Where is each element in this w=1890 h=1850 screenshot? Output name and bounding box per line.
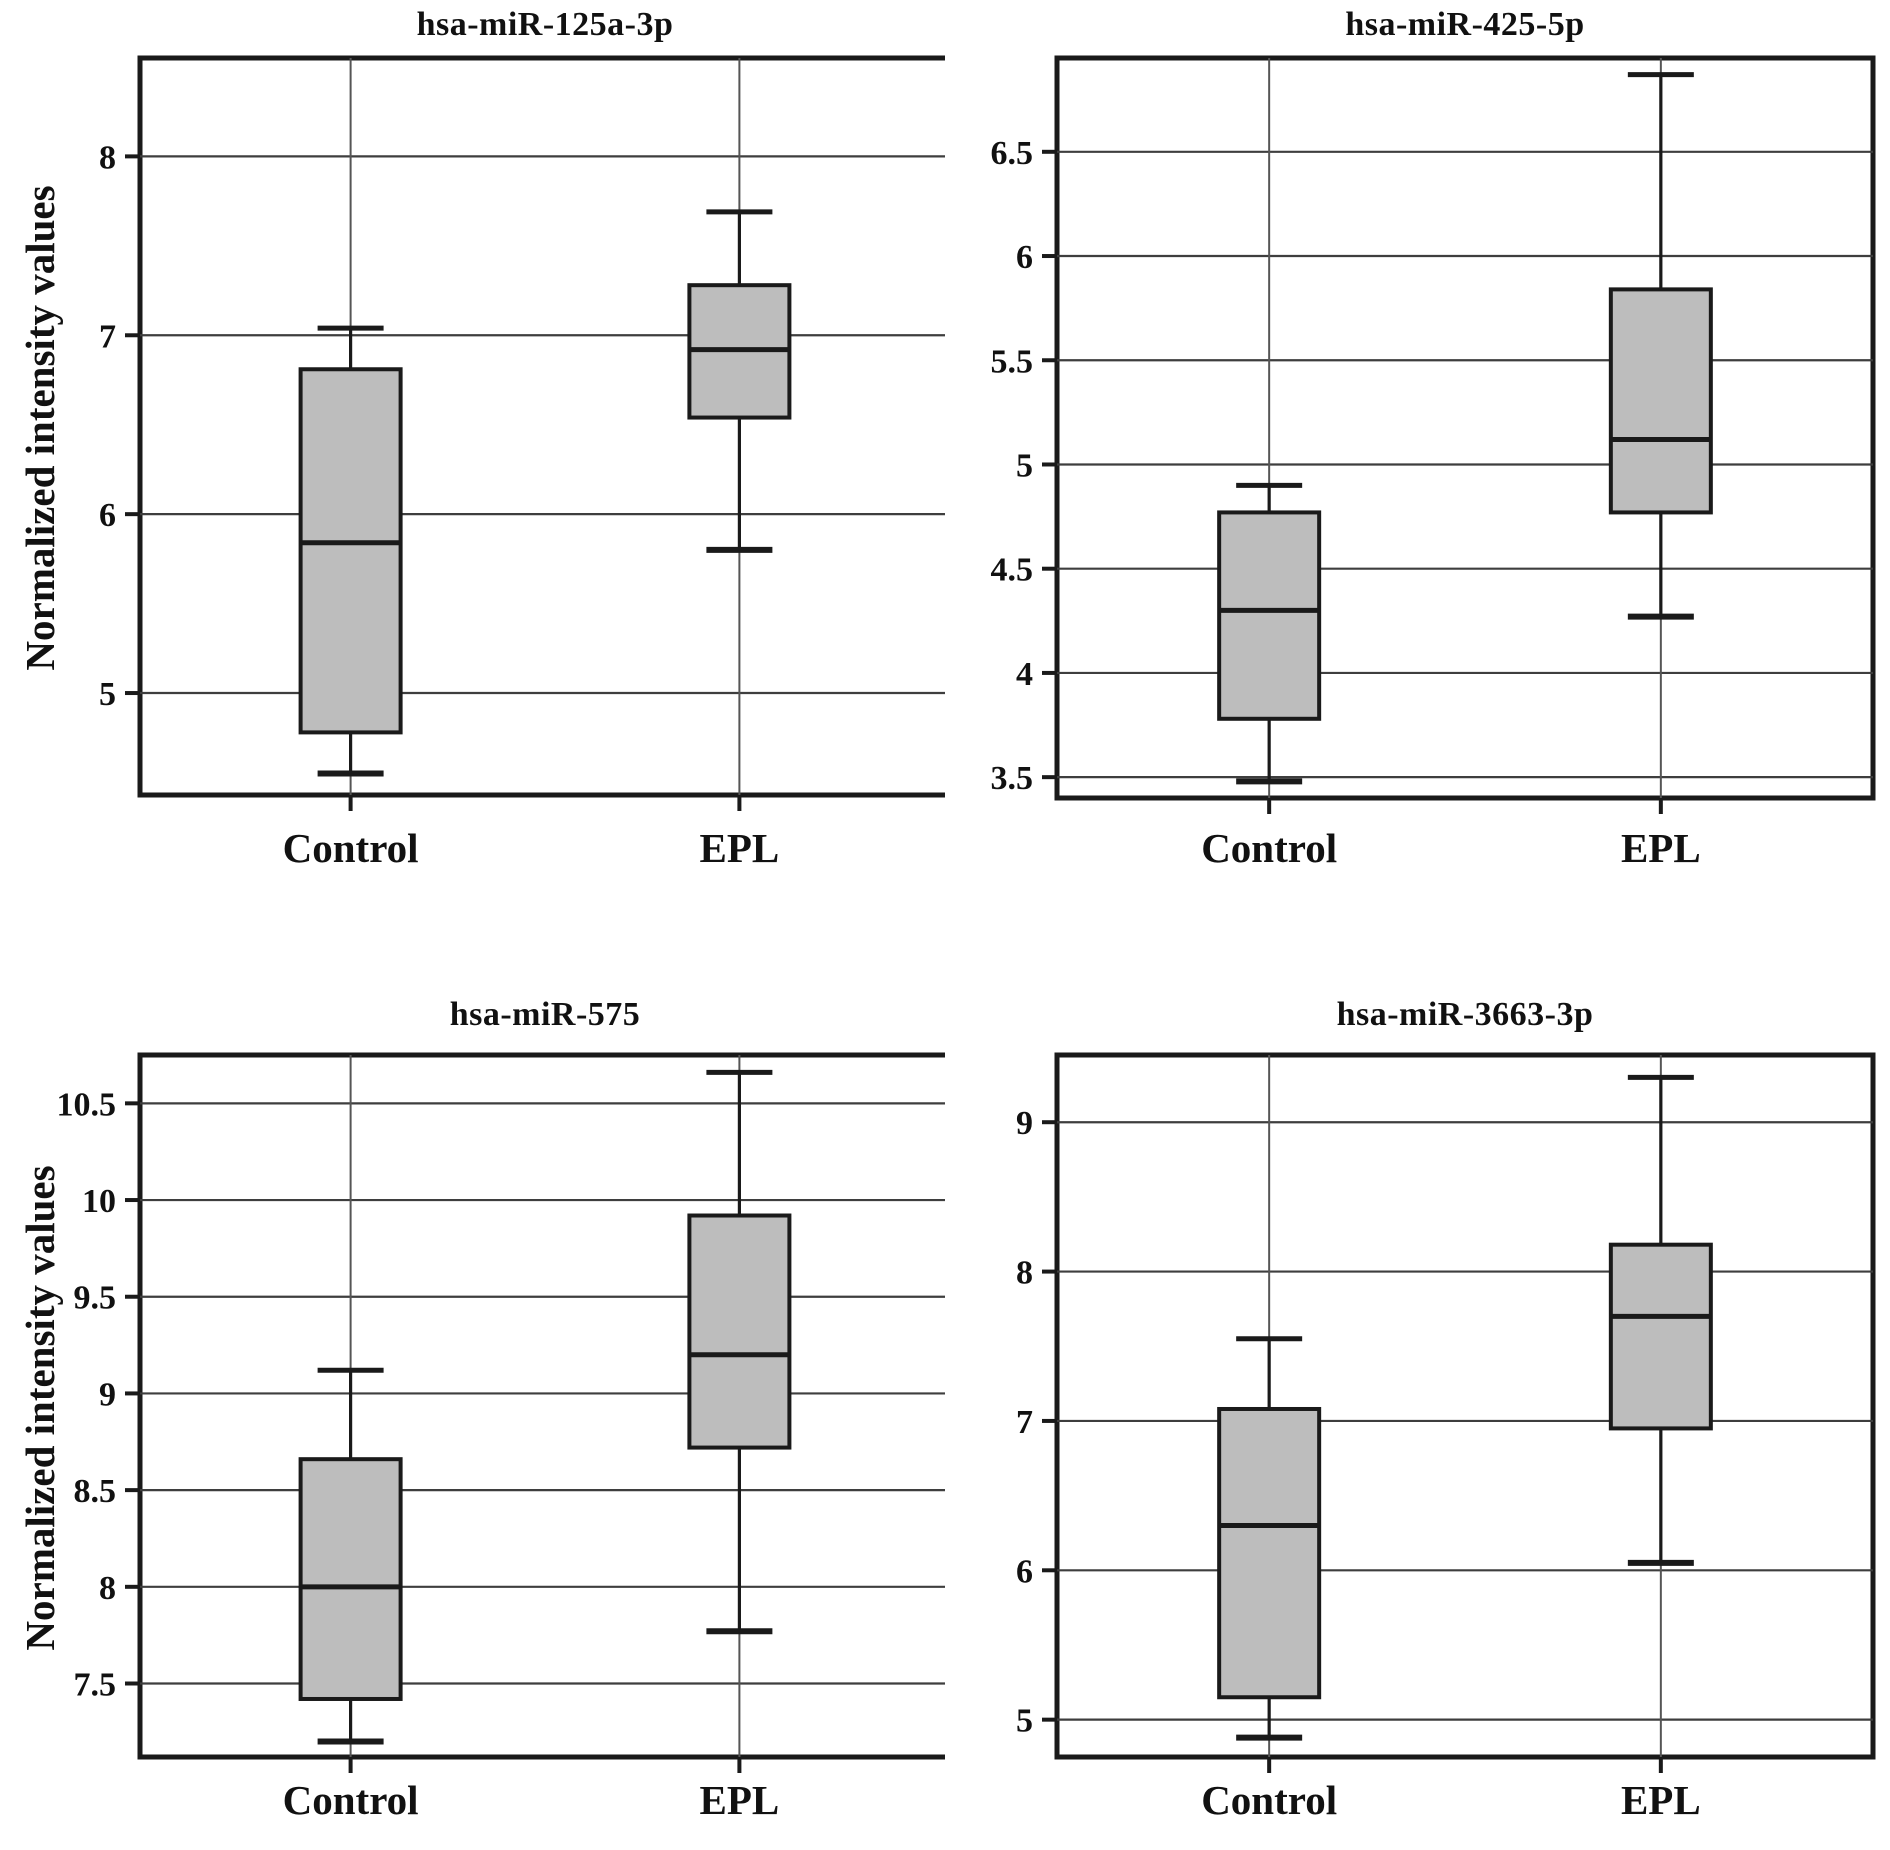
panel-hsa-mir-3663-3p: 5 6 7 8 9 Control EPL hsa-miR-3663-3p: [945, 958, 1890, 1850]
category-label: Control: [283, 825, 419, 871]
y-tick-label: 4.5: [991, 552, 1034, 589]
y-tick-label: 6.5: [991, 135, 1034, 172]
panel-title: hsa-miR-425-5p: [1345, 6, 1585, 43]
plot-border: [137, 1052, 945, 1760]
category-label: Control: [283, 1777, 419, 1823]
boxplot-canvas: 5 6 7 8 9 Control EPL: [1016, 1052, 1876, 1823]
y-tick-label: 7.5: [74, 1667, 117, 1704]
y-tick-label: 10: [82, 1183, 116, 1220]
iqr-box: [1217, 510, 1322, 721]
category-label: EPL: [700, 1777, 780, 1823]
plot-border: [1054, 1052, 1876, 1760]
y-tick-label: 8: [99, 139, 116, 176]
iqr-box: [687, 1213, 792, 1450]
panel-title: hsa-miR-125a-3p: [416, 6, 674, 43]
y-tick-label: 8: [99, 1570, 116, 1607]
y-axis-label: Normalized intensity values: [17, 185, 63, 671]
y-tick-label: 6: [99, 497, 116, 534]
y-tick-label: 3.5: [991, 760, 1034, 797]
iqr-box: [298, 1457, 403, 1701]
y-tick-label: 5: [99, 676, 116, 713]
boxplot-canvas: 3.5 4 4.5 5 5.5 6 6.5 Control EPL: [991, 55, 1876, 871]
iqr-box: [1608, 287, 1713, 515]
category-label: EPL: [1621, 1777, 1701, 1823]
plot-border: [137, 55, 945, 798]
category-label: EPL: [700, 825, 780, 871]
y-axis-label: Normalized intensity values: [17, 1165, 63, 1651]
y-tick-label: 9: [99, 1376, 116, 1413]
panel-title: hsa-miR-3663-3p: [1336, 996, 1594, 1033]
y-tick-label: 7: [1016, 1404, 1033, 1441]
y-tick-label: 5.5: [991, 343, 1034, 380]
y-tick-label: 5: [1016, 447, 1033, 484]
boxplot-canvas: 7.5 8 8.5 9 9.5 10 10.5 Control EPL: [57, 1052, 945, 1823]
y-tick-label: 5: [1016, 1703, 1033, 1740]
iqr-box: [1608, 1242, 1713, 1431]
category-label: Control: [1201, 825, 1337, 871]
y-tick-label: 10.5: [57, 1086, 117, 1123]
y-tick-label: 6: [1016, 239, 1033, 276]
plot-border: [1054, 55, 1876, 801]
boxplot-canvas: 5 6 7 8 Control EPL: [99, 55, 945, 871]
iqr-box: [1217, 1406, 1322, 1700]
y-tick-label: 6: [1016, 1553, 1033, 1590]
iqr-box: [298, 367, 403, 735]
category-label: EPL: [1621, 825, 1701, 871]
y-tick-label: 7: [99, 318, 116, 355]
panel-hsa-mir-425-5p: 3.5 4 4.5 5 5.5 6 6.5 Control EPL hsa-miR-425-5p: [945, 0, 1890, 958]
y-tick-label: 9.5: [74, 1280, 117, 1317]
y-tick-label: 8.5: [74, 1473, 117, 1510]
panel-hsa-mir-125a-3p: 5 6 7 8 Control EPL hsa-miR-125a-3p Normalize…: [0, 0, 945, 958]
panel-hsa-mir-575: 7.5 8 8.5 9 9.5 10 10.5 Control EPL hsa-miR-575 …: [0, 958, 945, 1850]
y-tick-label: 8: [1016, 1255, 1033, 1292]
category-label: Control: [1201, 1777, 1337, 1823]
panel-title: hsa-miR-575: [449, 996, 641, 1033]
y-tick-label: 9: [1016, 1105, 1033, 1142]
y-tick-label: 4: [1016, 656, 1033, 693]
